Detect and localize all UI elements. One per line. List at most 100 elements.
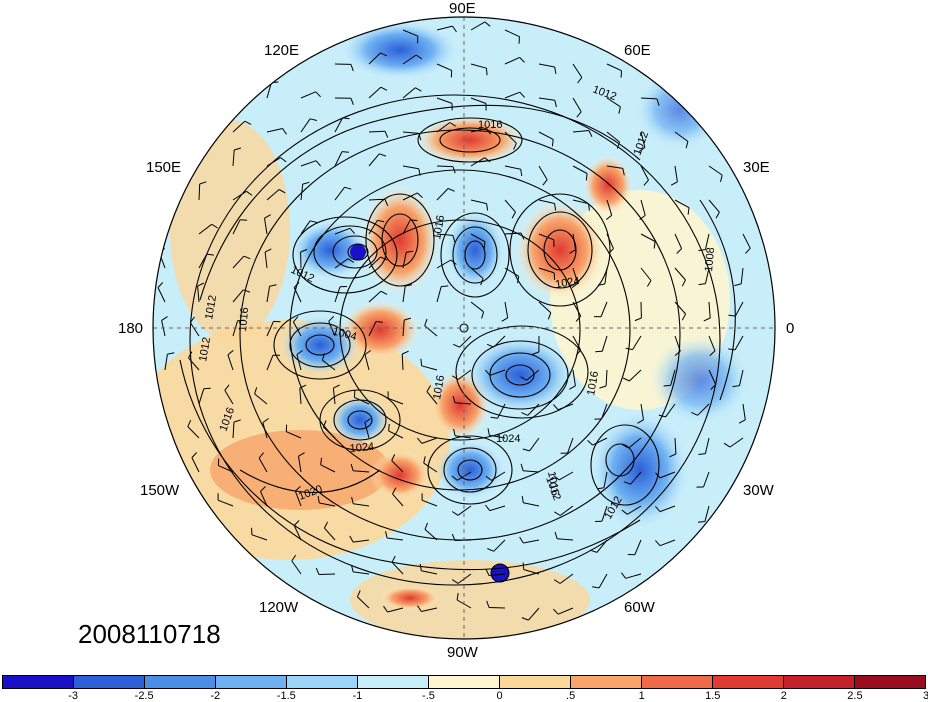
wind-barb <box>293 520 302 541</box>
wind-barb <box>328 316 336 337</box>
wind-barb <box>655 539 676 547</box>
wind-barb <box>402 250 414 269</box>
wind-barb <box>350 463 370 473</box>
wind-barb <box>594 505 608 522</box>
wind-barb <box>522 437 540 452</box>
wind-barb <box>520 369 540 381</box>
wind-barb <box>486 335 506 348</box>
wind-barb <box>606 63 622 78</box>
wind-barb <box>470 21 491 31</box>
wind-barb <box>323 521 336 541</box>
wind-barb <box>696 471 710 488</box>
wind-barb <box>368 198 389 206</box>
wind-barb <box>188 351 200 371</box>
wind-barb <box>334 186 352 201</box>
wind-barb <box>490 403 506 419</box>
wind-barb <box>334 258 355 269</box>
wind-barb <box>293 282 302 303</box>
wind-barb <box>198 223 218 235</box>
wind-barb <box>728 301 744 317</box>
wind-barb <box>734 267 744 287</box>
wind-barb <box>417 437 438 444</box>
wind-barb <box>262 418 269 439</box>
wind-barb <box>554 505 574 516</box>
wind-barb <box>436 97 453 111</box>
wind-barb <box>638 131 646 152</box>
lon-label-180: 180 <box>118 320 144 337</box>
wind-barb <box>674 131 689 149</box>
wind-barb <box>572 165 588 181</box>
wind-barb <box>640 165 649 186</box>
wind-barb <box>334 117 350 133</box>
wind-barb <box>368 153 387 167</box>
wind-barb <box>504 29 520 44</box>
wind-barb <box>349 535 370 543</box>
wind-barb <box>164 352 175 371</box>
lon-label-0: 0 <box>786 320 795 337</box>
wind-barb <box>504 56 525 65</box>
wind-barb <box>300 181 310 201</box>
wind-barb <box>732 369 744 388</box>
wind-barb <box>504 131 517 150</box>
wind-barb <box>569 369 576 390</box>
wind-barb <box>470 199 489 211</box>
wind-barb <box>738 403 746 424</box>
colorbar-swatch <box>571 676 642 688</box>
wind-barb <box>351 496 370 507</box>
wind-barb <box>470 127 491 135</box>
wind-barb <box>521 495 540 507</box>
colorbar <box>2 675 926 689</box>
wind-barb <box>572 130 593 138</box>
wind-barb <box>424 318 438 337</box>
wind-barb <box>315 567 336 575</box>
wind-barb <box>674 267 686 287</box>
colorbar-swatch <box>74 676 145 688</box>
wind-barb <box>424 522 438 541</box>
wind-barb <box>387 391 404 405</box>
colorbar-tick-label: -2.5 <box>134 690 154 702</box>
colorbar-tick-label: -2 <box>210 690 221 702</box>
wind-barb <box>637 403 644 424</box>
colorbar-swatch <box>784 676 855 688</box>
wind-barb <box>572 97 582 118</box>
wind-barb <box>606 97 621 114</box>
wind-barb <box>353 390 370 405</box>
colorbar-swatch <box>216 676 287 688</box>
wind-barb <box>485 504 506 512</box>
wind-barb <box>300 118 318 133</box>
wind-barb <box>453 428 472 439</box>
wind-barb <box>266 189 286 201</box>
isobar-label: 1016 <box>431 374 447 400</box>
colorbar-swatch <box>358 676 429 688</box>
wind-barb <box>691 403 710 416</box>
wind-barb <box>470 267 484 286</box>
wind-barb <box>187 419 200 439</box>
wind-barb <box>674 233 683 254</box>
colorbar-swatch <box>713 676 784 688</box>
wind-barb <box>572 63 583 84</box>
wind-barb <box>485 369 506 376</box>
lon-label-150w: 150W <box>140 482 180 499</box>
colorbar-tick-label: 1.5 <box>705 690 721 702</box>
wind-barb <box>368 52 388 65</box>
wind-barb <box>264 214 271 235</box>
wind-barb <box>606 165 625 176</box>
wind-barb <box>232 120 252 133</box>
wind-barb <box>698 233 710 251</box>
wind-barb <box>232 147 242 167</box>
colorbar-swatch <box>145 676 216 688</box>
wind-barb <box>198 387 211 405</box>
wind-barb <box>538 131 554 147</box>
wind-barb <box>486 600 506 609</box>
wind-barb <box>504 232 525 240</box>
wind-barb <box>191 452 200 473</box>
wind-barb <box>368 86 388 99</box>
wind-barb <box>501 301 509 322</box>
wind-barb <box>224 384 234 405</box>
wind-barb <box>553 573 574 584</box>
wind-barb <box>368 219 385 235</box>
wind-barb <box>436 165 456 174</box>
wind-barb <box>436 188 455 201</box>
wind-barb <box>452 369 472 380</box>
wind-barb <box>402 192 423 201</box>
